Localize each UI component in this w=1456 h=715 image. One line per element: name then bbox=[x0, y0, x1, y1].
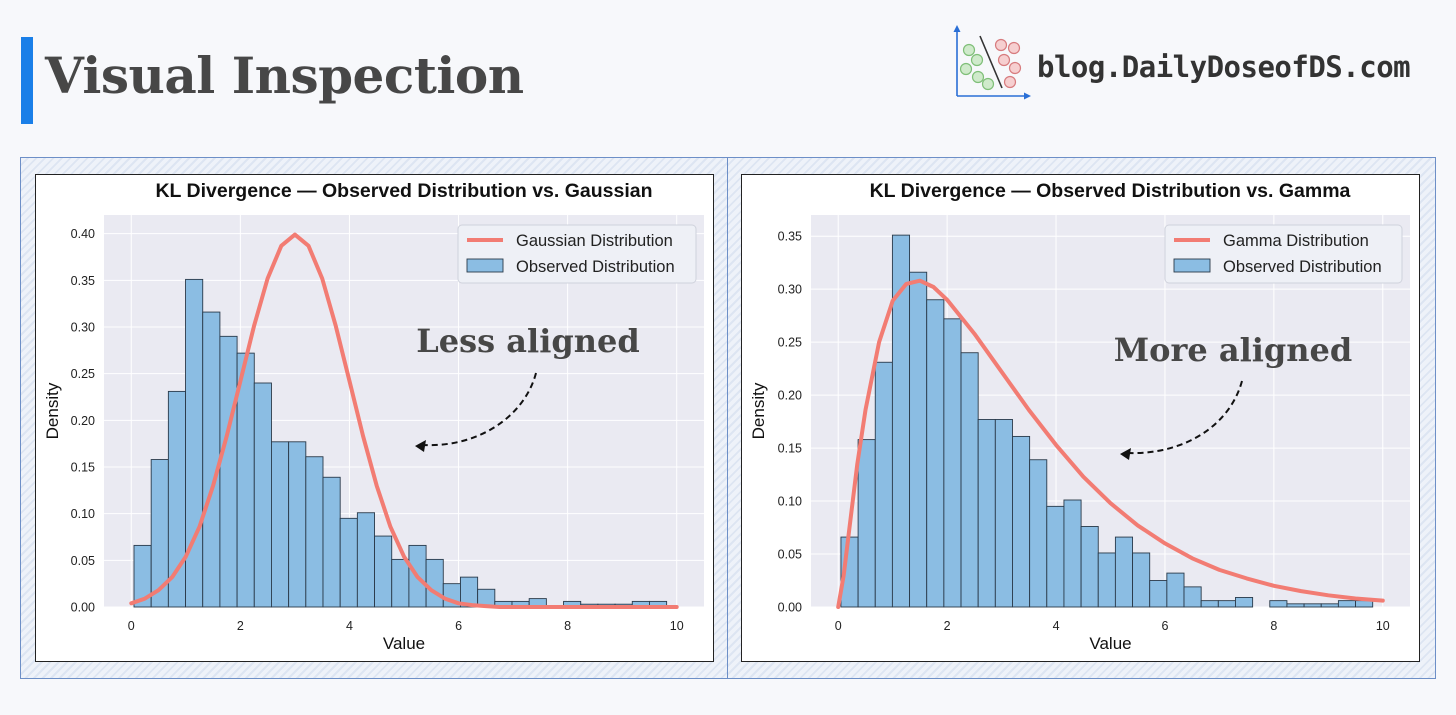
density-curve bbox=[836, 278, 1385, 609]
histogram-bar bbox=[960, 352, 979, 608]
histogram-bar bbox=[1114, 536, 1134, 608]
histogram-bar bbox=[1029, 459, 1048, 608]
histogram-bar bbox=[943, 318, 962, 608]
y-axis-label: Density bbox=[749, 382, 768, 439]
y-axis-label: Density bbox=[43, 382, 62, 439]
y-tick-label: 0.20 bbox=[778, 389, 802, 403]
x-tick-label: 4 bbox=[346, 619, 353, 633]
annotation-label: More aligned bbox=[1114, 331, 1353, 369]
y-tick-label: 0.00 bbox=[71, 601, 95, 615]
y-tick-label: 0.35 bbox=[71, 274, 95, 288]
x-tick-label: 8 bbox=[564, 619, 571, 633]
histogram-bar bbox=[1320, 603, 1339, 608]
x-tick-label: 10 bbox=[1376, 619, 1390, 633]
histogram-bar bbox=[874, 361, 893, 608]
histogram-bar bbox=[1012, 435, 1031, 608]
histogram-bar bbox=[1080, 526, 1099, 608]
x-tick-label: 0 bbox=[128, 619, 135, 633]
legend-bar-label: Observed Distribution bbox=[1223, 258, 1382, 276]
annotation-arrow bbox=[1126, 380, 1243, 455]
x-tick-label: 0 bbox=[835, 619, 842, 633]
histogram-bar bbox=[1132, 552, 1151, 608]
chart-title: KL Divergence — Observed Distribution vs… bbox=[155, 180, 652, 202]
legend-box bbox=[457, 224, 697, 284]
page-title: Visual Inspection bbox=[45, 46, 524, 105]
histogram-bar bbox=[977, 419, 996, 608]
histogram-bar bbox=[1337, 600, 1356, 608]
density-curve bbox=[129, 232, 679, 609]
y-tick-label: 0.25 bbox=[71, 367, 95, 381]
x-tick-label: 8 bbox=[1270, 619, 1277, 633]
histogram-bar bbox=[1097, 552, 1116, 608]
legend-curve-label: Gaussian Distribution bbox=[516, 232, 673, 250]
y-tick-label: 0.25 bbox=[778, 336, 802, 350]
x-tick-label: 2 bbox=[944, 619, 951, 633]
histogram-bar bbox=[1183, 586, 1202, 608]
title-accent-bar bbox=[21, 37, 33, 124]
legend-bar-swatch bbox=[1173, 258, 1211, 273]
y-tick-label: 0.35 bbox=[778, 230, 802, 244]
brand-url: blog.DailyDoseofDS.com bbox=[1037, 50, 1411, 84]
histogram-bar bbox=[1046, 505, 1065, 608]
histogram-bar bbox=[1200, 600, 1219, 608]
y-tick-label: 0.40 bbox=[71, 227, 95, 241]
y-tick-label: 0.10 bbox=[778, 495, 802, 509]
y-tick-label: 0.20 bbox=[71, 414, 95, 428]
histogram-bar bbox=[926, 299, 945, 608]
x-axis-label: Value bbox=[383, 634, 425, 653]
histogram-bar bbox=[1149, 580, 1168, 608]
histogram-bar bbox=[1217, 600, 1236, 608]
y-tick-label: 0.30 bbox=[778, 283, 802, 297]
x-axis-label: Value bbox=[1089, 634, 1131, 653]
y-tick-label: 0.05 bbox=[71, 554, 95, 568]
histogram-bar bbox=[1303, 603, 1322, 608]
y-tick-label: 0.30 bbox=[71, 321, 95, 335]
legend-bar-swatch bbox=[466, 258, 504, 273]
y-tick-label: 0.00 bbox=[778, 601, 802, 615]
chart-title: KL Divergence — Observed Distribution vs… bbox=[870, 180, 1351, 202]
histogram-bar bbox=[1269, 600, 1288, 608]
histogram-bar bbox=[857, 439, 876, 608]
histogram-bar bbox=[1166, 572, 1185, 608]
x-tick-label: 6 bbox=[1161, 619, 1168, 633]
x-tick-label: 10 bbox=[670, 619, 684, 633]
x-tick-label: 4 bbox=[1053, 619, 1060, 633]
histogram-bar bbox=[909, 271, 928, 608]
arrow-head-icon bbox=[1120, 448, 1131, 460]
legend-bar-label: Observed Distribution bbox=[516, 258, 675, 276]
x-tick-label: 6 bbox=[455, 619, 462, 633]
histogram-bar bbox=[1286, 603, 1305, 608]
annotation-arrow bbox=[421, 372, 537, 447]
y-tick-label: 0.15 bbox=[778, 442, 802, 456]
legend-box bbox=[1164, 224, 1403, 284]
arrow-head-icon bbox=[415, 440, 426, 452]
x-tick-label: 2 bbox=[237, 619, 244, 633]
y-tick-label: 0.05 bbox=[778, 548, 802, 562]
histogram-bar bbox=[1235, 597, 1254, 608]
y-tick-label: 0.10 bbox=[71, 507, 95, 521]
histogram-bar bbox=[1063, 499, 1082, 608]
y-tick-label: 0.15 bbox=[71, 461, 95, 475]
legend-curve-label: Gamma Distribution bbox=[1223, 232, 1369, 250]
annotation-label: Less aligned bbox=[416, 322, 639, 360]
scatter-logo-icon bbox=[952, 24, 1032, 104]
histogram-bar bbox=[994, 419, 1013, 608]
